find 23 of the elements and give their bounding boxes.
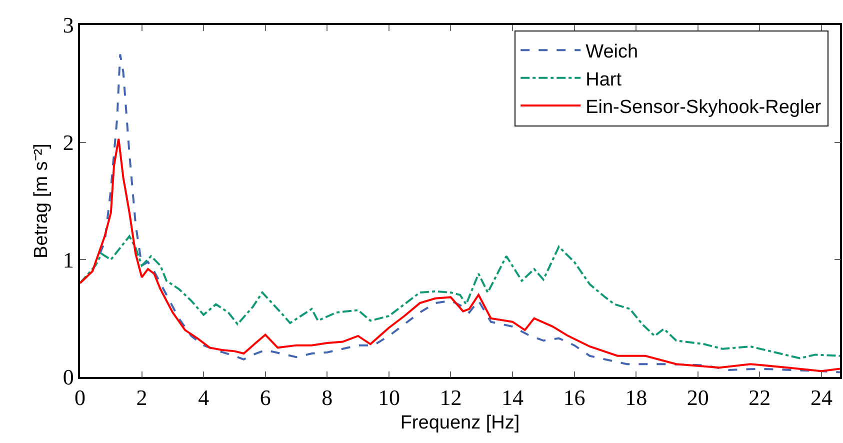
x-tick-label: 20 <box>686 385 709 410</box>
legend-label: Hart <box>586 69 622 90</box>
y-tick-label: 0 <box>62 364 74 390</box>
x-tick-label: 14 <box>502 385 524 410</box>
y-tick-label: 2 <box>62 130 74 156</box>
x-tick-label: 4 <box>198 385 210 410</box>
line-series <box>80 235 840 360</box>
x-tick-label: 10 <box>378 385 400 410</box>
x-axis-title: Frequenz [Hz] <box>400 412 520 434</box>
x-tick-label: 16 <box>563 385 586 410</box>
x-tick-label: 12 <box>440 385 462 410</box>
line-series <box>80 138 840 372</box>
x-tick-label: 24 <box>810 385 832 410</box>
x-tick-label: 8 <box>322 385 333 410</box>
x-tick-label: 6 <box>260 385 271 410</box>
y-tick-label: 1 <box>62 247 74 272</box>
legend-label: Weich <box>586 42 638 63</box>
legend-label: Ein-Sensor-Skyhook-Regler <box>586 96 822 118</box>
y-axis-title: Betrag [m s⁻²] <box>31 144 52 258</box>
x-tick-label: 18 <box>625 385 648 410</box>
x-tick-label: 2 <box>136 385 148 410</box>
x-tick-label: 22 <box>748 385 771 410</box>
y-tick-label: 3 <box>62 12 74 38</box>
